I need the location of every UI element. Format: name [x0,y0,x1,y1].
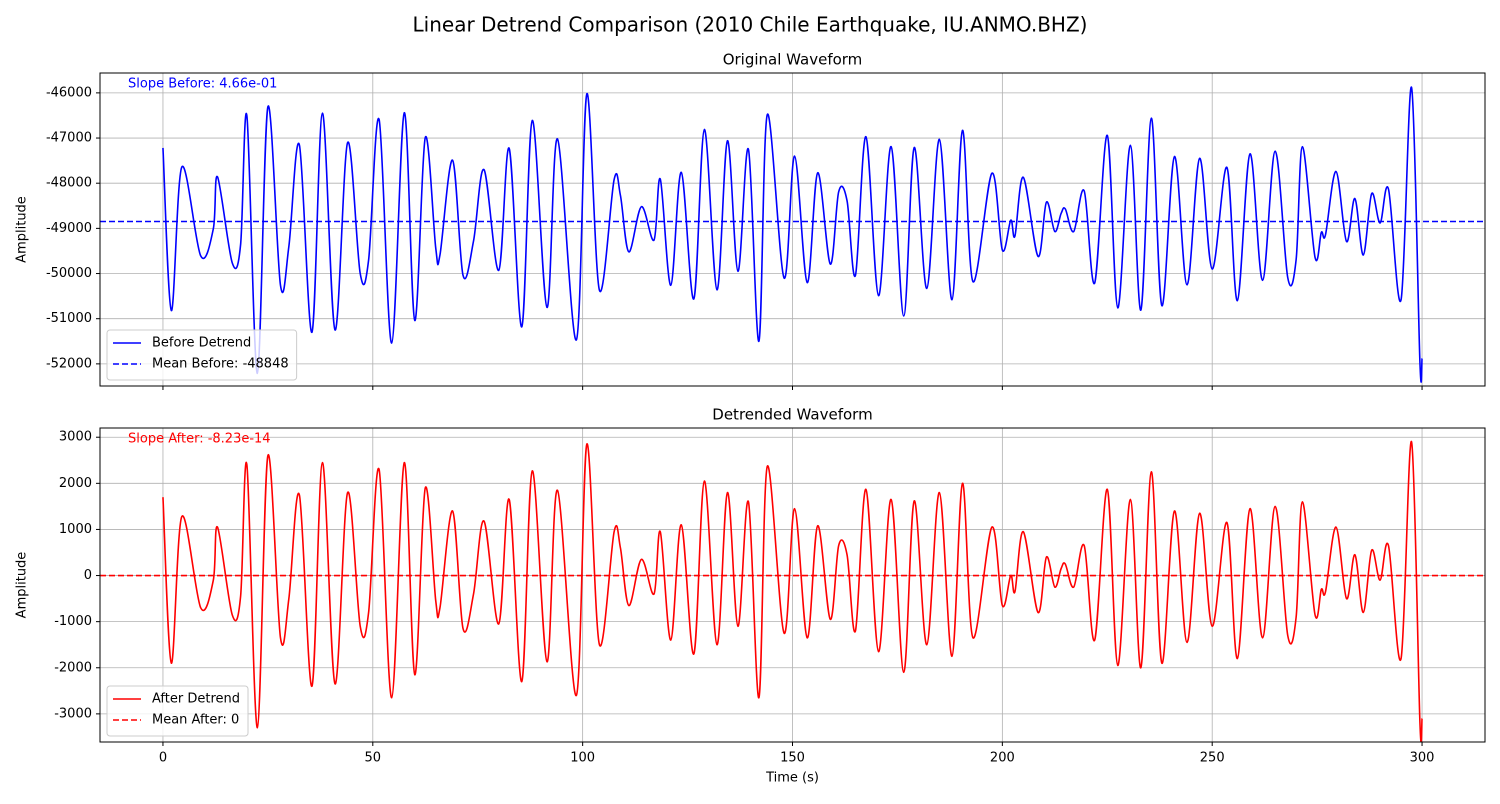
waveform-line [162,86,1423,383]
slope-annotation: Slope Before: 4.66e-01 [128,77,277,92]
y-tick-label: 3000 [59,430,92,445]
y-tick-label: -2000 [54,660,92,675]
waveform-line [162,441,1423,742]
y-tick-label: -46000 [46,85,92,100]
legend-box [106,685,249,737]
slope-annotation: Slope After: -8.23e-14 [128,432,271,447]
y-tick-label: 1000 [59,522,92,537]
y-axis-label: Amplitude [15,196,30,263]
y-tick-label: -50000 [46,266,92,281]
legend-label: After Detrend [152,692,240,707]
x-tick-label: 150 [780,751,805,766]
y-tick-label: -3000 [54,706,92,721]
x-tick-label: 300 [1410,751,1435,766]
y-tick-label: 0 [84,568,92,583]
legend: After Detrend Mean After: 0 [106,685,249,737]
x-tick-label: 100 [570,751,595,766]
axes-title: Original Waveform [723,51,863,69]
y-tick-label: -48000 [46,176,92,191]
legend-box [106,329,298,381]
figure-title: Linear Detrend Comparison (2010 Chile Ea… [413,13,1088,37]
legend-label: Before Detrend [152,336,251,351]
x-axis-label: Time (s) [765,771,819,786]
y-tick-label: -51000 [46,311,92,326]
x-tick-label: 200 [990,751,1015,766]
x-tick-label: 0 [159,751,167,766]
y-tick-label: -47000 [46,131,92,146]
legend: Before Detrend Mean Before: -48848 [106,329,298,381]
legend-label: Mean Before: -48848 [152,357,289,372]
x-tick-label: 250 [1200,751,1225,766]
y-tick-label: -52000 [46,356,92,371]
y-axis-label: Amplitude [15,552,30,619]
legend-label: Mean After: 0 [152,713,239,728]
axes-frame [99,72,1486,387]
x-tick-label: 50 [365,751,382,766]
axes-frame [99,427,1486,743]
y-tick-label: 2000 [59,476,92,491]
axes-title: Detrended Waveform [712,406,872,424]
y-tick-label: -1000 [54,614,92,629]
y-tick-label: -49000 [46,221,92,236]
